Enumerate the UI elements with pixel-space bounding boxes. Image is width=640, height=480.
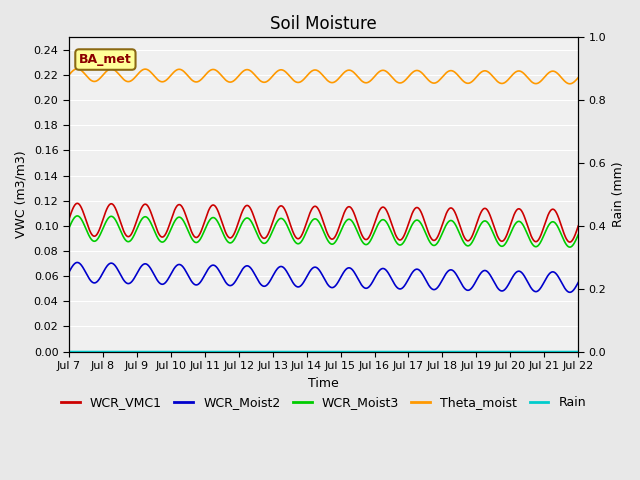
Rain	[575, 348, 582, 354]
Line: WCR_VMC1: WCR_VMC1	[69, 204, 579, 242]
WCR_Moist3	[74, 213, 81, 219]
WCR_VMC1	[65, 216, 73, 222]
WCR_Moist3	[560, 237, 568, 243]
WCR_Moist3	[467, 242, 474, 248]
WCR_Moist2	[65, 269, 73, 275]
Theta_moist	[74, 66, 81, 72]
Theta_moist	[566, 81, 573, 87]
Line: WCR_Moist2: WCR_Moist2	[69, 263, 579, 292]
WCR_VMC1	[467, 237, 474, 242]
WCR_Moist3	[566, 244, 573, 250]
Rain	[300, 348, 307, 354]
WCR_Moist2	[575, 279, 582, 285]
WCR_Moist3	[92, 238, 99, 244]
Line: WCR_Moist3: WCR_Moist3	[69, 216, 579, 247]
Theta_moist	[65, 72, 73, 78]
Theta_moist	[467, 80, 474, 85]
WCR_VMC1	[560, 230, 568, 236]
Theta_moist	[560, 77, 568, 83]
Rain	[559, 348, 567, 354]
WCR_Moist3	[300, 236, 307, 241]
WCR_VMC1	[300, 229, 307, 235]
X-axis label: Time: Time	[308, 377, 339, 390]
Title: Soil Moisture: Soil Moisture	[270, 15, 377, 33]
Y-axis label: Rain (mm): Rain (mm)	[612, 162, 625, 227]
Theta_moist	[575, 75, 582, 81]
Rain	[559, 348, 567, 354]
WCR_Moist2	[560, 284, 568, 289]
Rain	[91, 348, 99, 354]
WCR_VMC1	[559, 229, 567, 235]
Text: BA_met: BA_met	[79, 53, 132, 66]
Y-axis label: VWC (m3/m3): VWC (m3/m3)	[15, 151, 28, 238]
WCR_Moist2	[313, 265, 321, 271]
Legend: WCR_VMC1, WCR_Moist2, WCR_Moist3, Theta_moist, Rain: WCR_VMC1, WCR_Moist2, WCR_Moist3, Theta_…	[56, 391, 591, 414]
WCR_VMC1	[74, 201, 81, 206]
WCR_Moist2	[92, 280, 99, 286]
Theta_moist	[92, 79, 99, 84]
WCR_VMC1	[575, 223, 582, 229]
Rain	[65, 348, 73, 354]
Line: Theta_moist: Theta_moist	[69, 69, 579, 84]
WCR_Moist3	[559, 237, 567, 242]
WCR_Moist2	[300, 280, 307, 286]
Rain	[466, 348, 474, 354]
Theta_moist	[300, 77, 307, 83]
Theta_moist	[313, 67, 321, 73]
WCR_Moist2	[559, 283, 567, 289]
WCR_VMC1	[566, 239, 573, 245]
WCR_VMC1	[313, 204, 321, 210]
WCR_Moist3	[575, 232, 582, 238]
WCR_Moist2	[74, 260, 81, 265]
WCR_Moist2	[566, 289, 573, 295]
Rain	[313, 348, 321, 354]
WCR_VMC1	[92, 233, 99, 239]
WCR_Moist3	[313, 216, 321, 222]
WCR_Moist3	[65, 226, 73, 231]
WCR_Moist2	[467, 287, 474, 292]
Theta_moist	[559, 77, 567, 83]
